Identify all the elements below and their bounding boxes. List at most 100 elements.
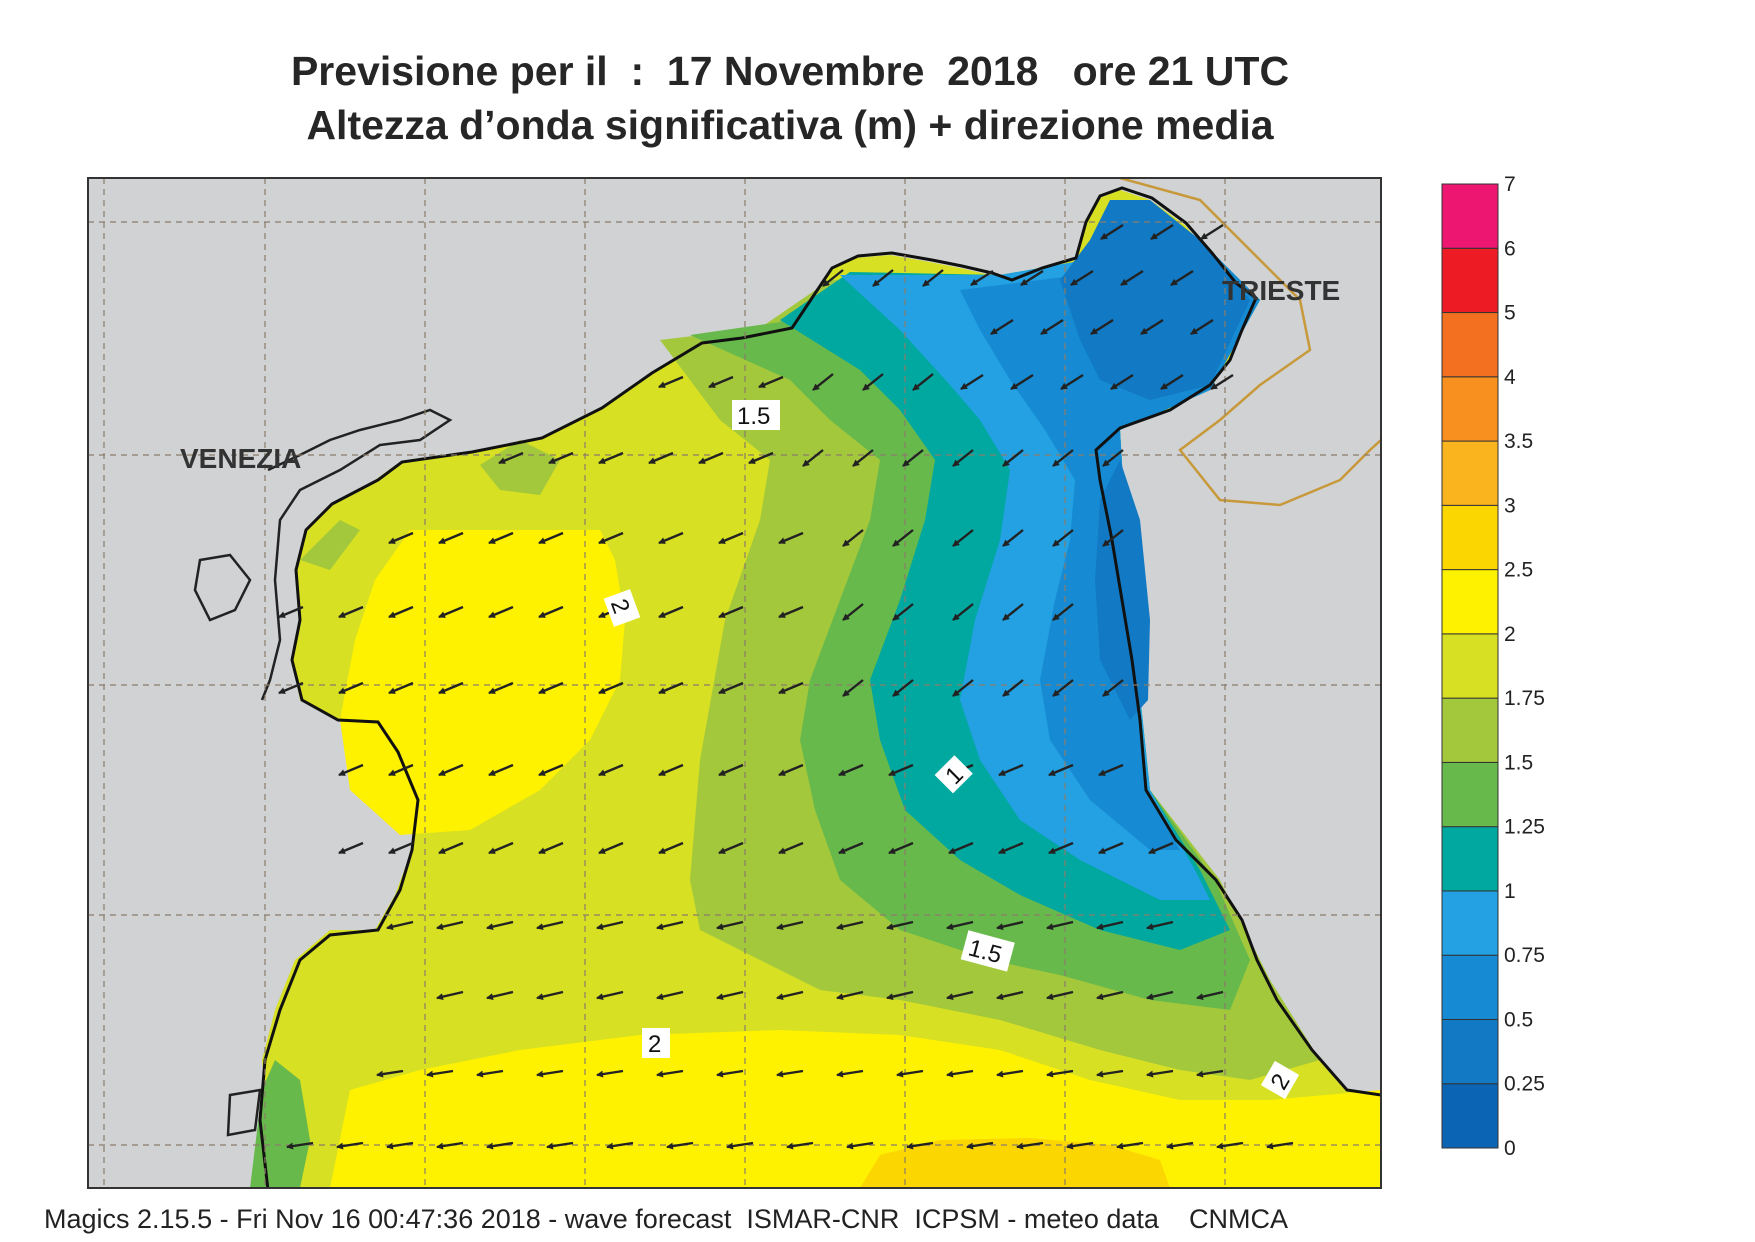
band-2.5-3: [860, 1138, 1170, 1188]
direction-arrow: [952, 603, 974, 621]
direction-arrow: [946, 920, 974, 931]
direction-arrow: [1102, 679, 1124, 697]
direction-arrow: [1146, 990, 1174, 1001]
grid: [88, 178, 1381, 1188]
direction-arrow: [892, 529, 914, 547]
colorbar-swatch: [1441, 697, 1499, 763]
direction-arrow: [438, 681, 464, 695]
direction-arrow: [842, 529, 864, 547]
colorbar-swatch: [1441, 312, 1499, 378]
direction-arrow: [598, 531, 624, 545]
direction-arrow: [960, 373, 984, 391]
direction-arrow: [716, 1069, 744, 1078]
direction-arrow: [1040, 318, 1064, 336]
direction-arrow: [488, 681, 514, 695]
direction-arrow: [1100, 223, 1124, 241]
svg-text:1.5: 1.5: [737, 403, 770, 430]
direction-arrow: [812, 373, 834, 391]
direction-arrow: [596, 920, 624, 931]
footer-credits: Magics 2.15.5 - Fri Nov 16 00:47:36 2018…: [44, 1204, 1288, 1234]
direction-arrow: [776, 920, 804, 931]
direction-arrow: [538, 531, 564, 545]
direction-arrow: [718, 605, 744, 619]
direction-arrow: [336, 1141, 364, 1150]
band-1.5-1.75-north: [480, 440, 560, 495]
direction-arrow: [596, 990, 624, 1001]
direction-arrow: [286, 1141, 314, 1150]
direction-arrow: [338, 763, 364, 777]
direction-arrow: [598, 841, 624, 855]
direction-arrow: [388, 763, 414, 777]
direction-arrow: [1146, 1069, 1174, 1078]
contour-label: 2: [642, 1028, 670, 1058]
direction-arrow: [1216, 1141, 1244, 1150]
direction-arrow: [946, 1069, 974, 1078]
colorbar-tick-label: 1.5: [1504, 751, 1533, 774]
direction-arrow: [536, 1069, 564, 1078]
colorbar-swatch: [1441, 633, 1499, 699]
direction-arrow: [488, 605, 514, 619]
contour-label: 2: [603, 589, 641, 627]
colorbar-tick-label: 0: [1504, 1137, 1516, 1160]
direction-arrow: [338, 681, 364, 695]
direction-arrow: [1052, 449, 1074, 467]
direction-arrow: [658, 681, 684, 695]
direction-arrow: [1110, 373, 1134, 391]
colorbar-swatch: [1441, 504, 1499, 571]
colorbar-tick-label: 1: [1504, 880, 1516, 903]
band-0.25-0.5: [1060, 200, 1250, 400]
direction-arrow: [1002, 529, 1024, 547]
direction-arrow: [952, 529, 974, 547]
colorbar-tick-label: 6: [1504, 237, 1516, 260]
direction-arrow: [278, 605, 304, 619]
colorbar-tick-label: 0.25: [1504, 1073, 1545, 1096]
direction-arrow: [486, 1141, 514, 1150]
direction-arrow: [338, 841, 364, 855]
colorbar-swatch: [1441, 247, 1499, 314]
direction-arrow: [1102, 449, 1124, 467]
colorbar-tick-label: 0.5: [1504, 1008, 1533, 1031]
direction-arrow: [538, 681, 564, 695]
direction-arrow: [778, 841, 804, 855]
direction-arrow: [1210, 373, 1234, 391]
direction-arrow: [1140, 318, 1164, 336]
direction-arrow: [486, 920, 514, 931]
city-label-venezia: VENEZIA: [180, 443, 301, 474]
direction-arrow: [1148, 841, 1174, 855]
direction-arrow: [1020, 269, 1044, 287]
direction-arrow: [488, 841, 514, 855]
direction-arrow: [1200, 223, 1224, 241]
direction-arrow: [718, 841, 744, 855]
direction-arrow: [778, 681, 804, 695]
colorbar-swatch: [1441, 826, 1499, 892]
direction-arrow: [846, 1141, 874, 1150]
direction-arrow: [1266, 1141, 1294, 1150]
direction-arrow: [1052, 603, 1074, 621]
direction-arrow: [966, 1141, 994, 1150]
contour-label: 2: [1260, 1060, 1300, 1100]
direction-arrow: [546, 1141, 574, 1150]
direction-arrow: [1170, 269, 1194, 287]
colorbar-tick-label: 7: [1504, 173, 1516, 196]
colorbar: 0 0.25 0.5 0.75 1 1.25 1.5 1.75 2 2.5 3 3.5 4 5 6 7: [1441, 173, 1545, 1160]
direction-arrow: [952, 679, 974, 697]
colorbar-swatch: [1441, 1018, 1499, 1085]
direction-arrow: [716, 920, 744, 931]
lagoon-outline: [260, 408, 453, 701]
direction-arrow: [658, 841, 684, 855]
direction-arrow: [1052, 679, 1074, 697]
direction-arrow: [338, 605, 364, 619]
direction-arrow: [438, 841, 464, 855]
direction-arrow: [388, 605, 414, 619]
title-line-1: Previsione per il : 17 Novembre 2018 ore…: [290, 48, 1290, 94]
direction-arrow: [1052, 529, 1074, 547]
direction-arrow: [902, 449, 924, 467]
colorbar-tick-label: 5: [1504, 302, 1516, 325]
direction-arrow: [536, 920, 564, 931]
direction-arrow: [1120, 269, 1144, 287]
colorbar-swatch: [1441, 183, 1499, 249]
direction-arrow: [538, 841, 564, 855]
direction-arrow: [776, 1069, 804, 1078]
direction-arrow: [658, 605, 684, 619]
direction-arrow: [1096, 1069, 1124, 1078]
